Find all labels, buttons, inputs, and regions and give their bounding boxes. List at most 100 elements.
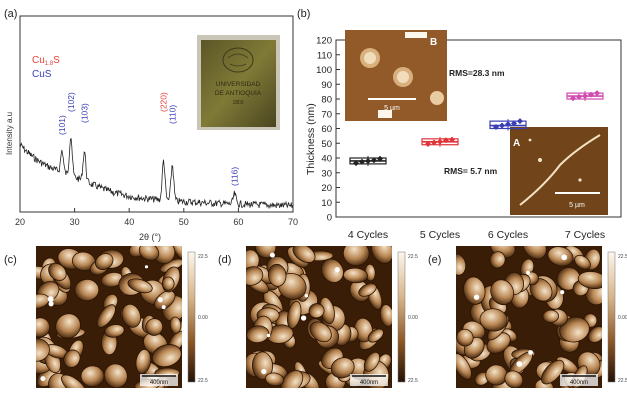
afm-bright-spot [528, 350, 534, 355]
thickness-point [594, 90, 600, 97]
thickness-point [365, 157, 371, 164]
inset-text-3: 1803 [232, 100, 243, 106]
xrd-ylabel: Intensity a.u [5, 112, 14, 155]
afm-bright-spot [269, 252, 275, 258]
thickness-y-tick-label: 60 [321, 124, 332, 135]
panel-a: (a) 20 30 40 50 60 70 Intensity a.u 2θ (°) (1… [4, 8, 298, 242]
afm-grain [94, 253, 114, 271]
inset-a-scale: 5 µm [569, 202, 585, 209]
afm-grain [379, 304, 392, 327]
thickness-category-label: 4 Cycles [348, 229, 388, 241]
legend-cus: CuS [32, 69, 52, 80]
xrd-peak-label: (116) [230, 167, 240, 186]
afm-grain [456, 253, 467, 276]
thickness-y-tick-label: 0 [327, 213, 332, 224]
afm-grain [541, 359, 565, 385]
thickness-y-tick-label: 70 [321, 109, 332, 120]
thickness-category-label: 7 Cycles [565, 229, 605, 241]
afm-bright-spot [560, 290, 565, 295]
thickness-y-tick-label: 110 [317, 50, 332, 61]
thickness-category-label: 6 Cycles [488, 229, 528, 241]
thickness-point [493, 124, 499, 131]
afm-colorbar [397, 251, 406, 383]
afm-inset-a: A 5 µm [510, 127, 608, 215]
afm-grain [151, 344, 182, 368]
afm-grain [358, 283, 377, 297]
afm-bright-spot [561, 254, 568, 261]
thickness-y-tick-label: 20 [321, 183, 332, 194]
afm-scalebar-bg [350, 374, 388, 386]
afm-inset-b: B 5 µm [345, 30, 447, 121]
afm-bright-spot [516, 361, 523, 367]
thickness-point [505, 121, 511, 128]
rms-a-label: RMS= 5.7 nm [444, 166, 498, 176]
afm-grain [287, 300, 302, 329]
afm-grain [246, 325, 270, 344]
thickness-point [449, 136, 455, 143]
thickness-x-categories: 4 Cycles 5 Cycles 6 Cycles 7 Cycles [348, 229, 605, 241]
thickness-y-tick-label: 90 [321, 80, 332, 91]
thickness-y-tick-label: 40 [321, 154, 332, 165]
panel-label-e: (e) [428, 254, 441, 266]
afm-colorbar-mid: 0.00 [408, 315, 418, 321]
afm-grain [574, 254, 591, 270]
afm-grain [489, 251, 506, 269]
panel-label-c: (c) [4, 254, 17, 266]
afm-grain [559, 316, 590, 343]
afm-grain [80, 365, 105, 387]
afm-bright-spot [157, 297, 163, 303]
panel-label-a: (a) [4, 8, 17, 20]
afm-bright-spot [40, 376, 46, 382]
inset-b-letter: B [430, 37, 437, 48]
afm-grain [74, 278, 100, 302]
xrd-x-tick-label: 60 [233, 217, 243, 227]
xrd-x-tick-label: 30 [70, 217, 80, 227]
afm-grain [587, 326, 602, 343]
afm-scalebar-label: 400nm [570, 380, 588, 386]
panel-label-d: (d) [218, 254, 231, 266]
legend-cu18s: Cu1.8S [32, 55, 60, 67]
inset-text-1: UNIVERSIDAD [216, 81, 261, 88]
afm-bright-spot [161, 305, 166, 310]
thickness-point [425, 140, 431, 147]
thickness-point [353, 160, 359, 167]
thickness-point [443, 137, 449, 144]
afm-scalebar-label: 400nm [360, 380, 378, 386]
thickness-point [576, 93, 582, 100]
afm-grain [547, 246, 574, 267]
xrd-peak-label: (220) [159, 92, 169, 112]
afm-grain [522, 246, 547, 260]
xrd-peak-label: (110) [167, 105, 177, 124]
xrd-x-tick-label: 70 [288, 217, 298, 227]
afm-grain [504, 370, 524, 388]
afm-colorbar-mid: 0.00 [618, 315, 627, 321]
afm-grain [479, 308, 508, 332]
university-seal-icon [222, 47, 254, 73]
afm-grain [342, 246, 370, 267]
afm-colorbar-mid: 0.00 [198, 315, 208, 321]
thickness-category-label: 5 Cycles [420, 229, 460, 241]
inset-text-2: DE ANTIOQUIA [215, 90, 262, 97]
afm-grain [48, 262, 67, 281]
thickness-point [570, 95, 576, 102]
afm-bright-spot [300, 315, 307, 321]
afm-grain [280, 369, 304, 388]
thickness-point [588, 91, 594, 98]
afm-grain [463, 276, 486, 305]
thickness-ylabel: Thickness (nm) [305, 103, 317, 175]
afm-grain [127, 278, 153, 294]
xrd-xlabel: 2θ (°) [139, 232, 161, 242]
thickness-point [437, 138, 443, 145]
afm-grain [138, 246, 160, 261]
afm-image [456, 246, 602, 388]
thickness-point [517, 118, 523, 125]
afm-colorbar-bottom: 22.5 [198, 378, 208, 384]
afm-grain [456, 353, 472, 380]
afm-grain [542, 309, 559, 323]
afm-grain [36, 338, 50, 362]
thickness-y-tick-label: 30 [321, 168, 332, 179]
sample-photo-inset: UNIVERSIDAD DE ANTIOQUIA 1803 [197, 35, 280, 130]
xrd-legend: Cu1.8S CuS [32, 55, 60, 80]
inset-b-scale: 5 µm [384, 105, 400, 112]
thickness-point [371, 157, 377, 164]
